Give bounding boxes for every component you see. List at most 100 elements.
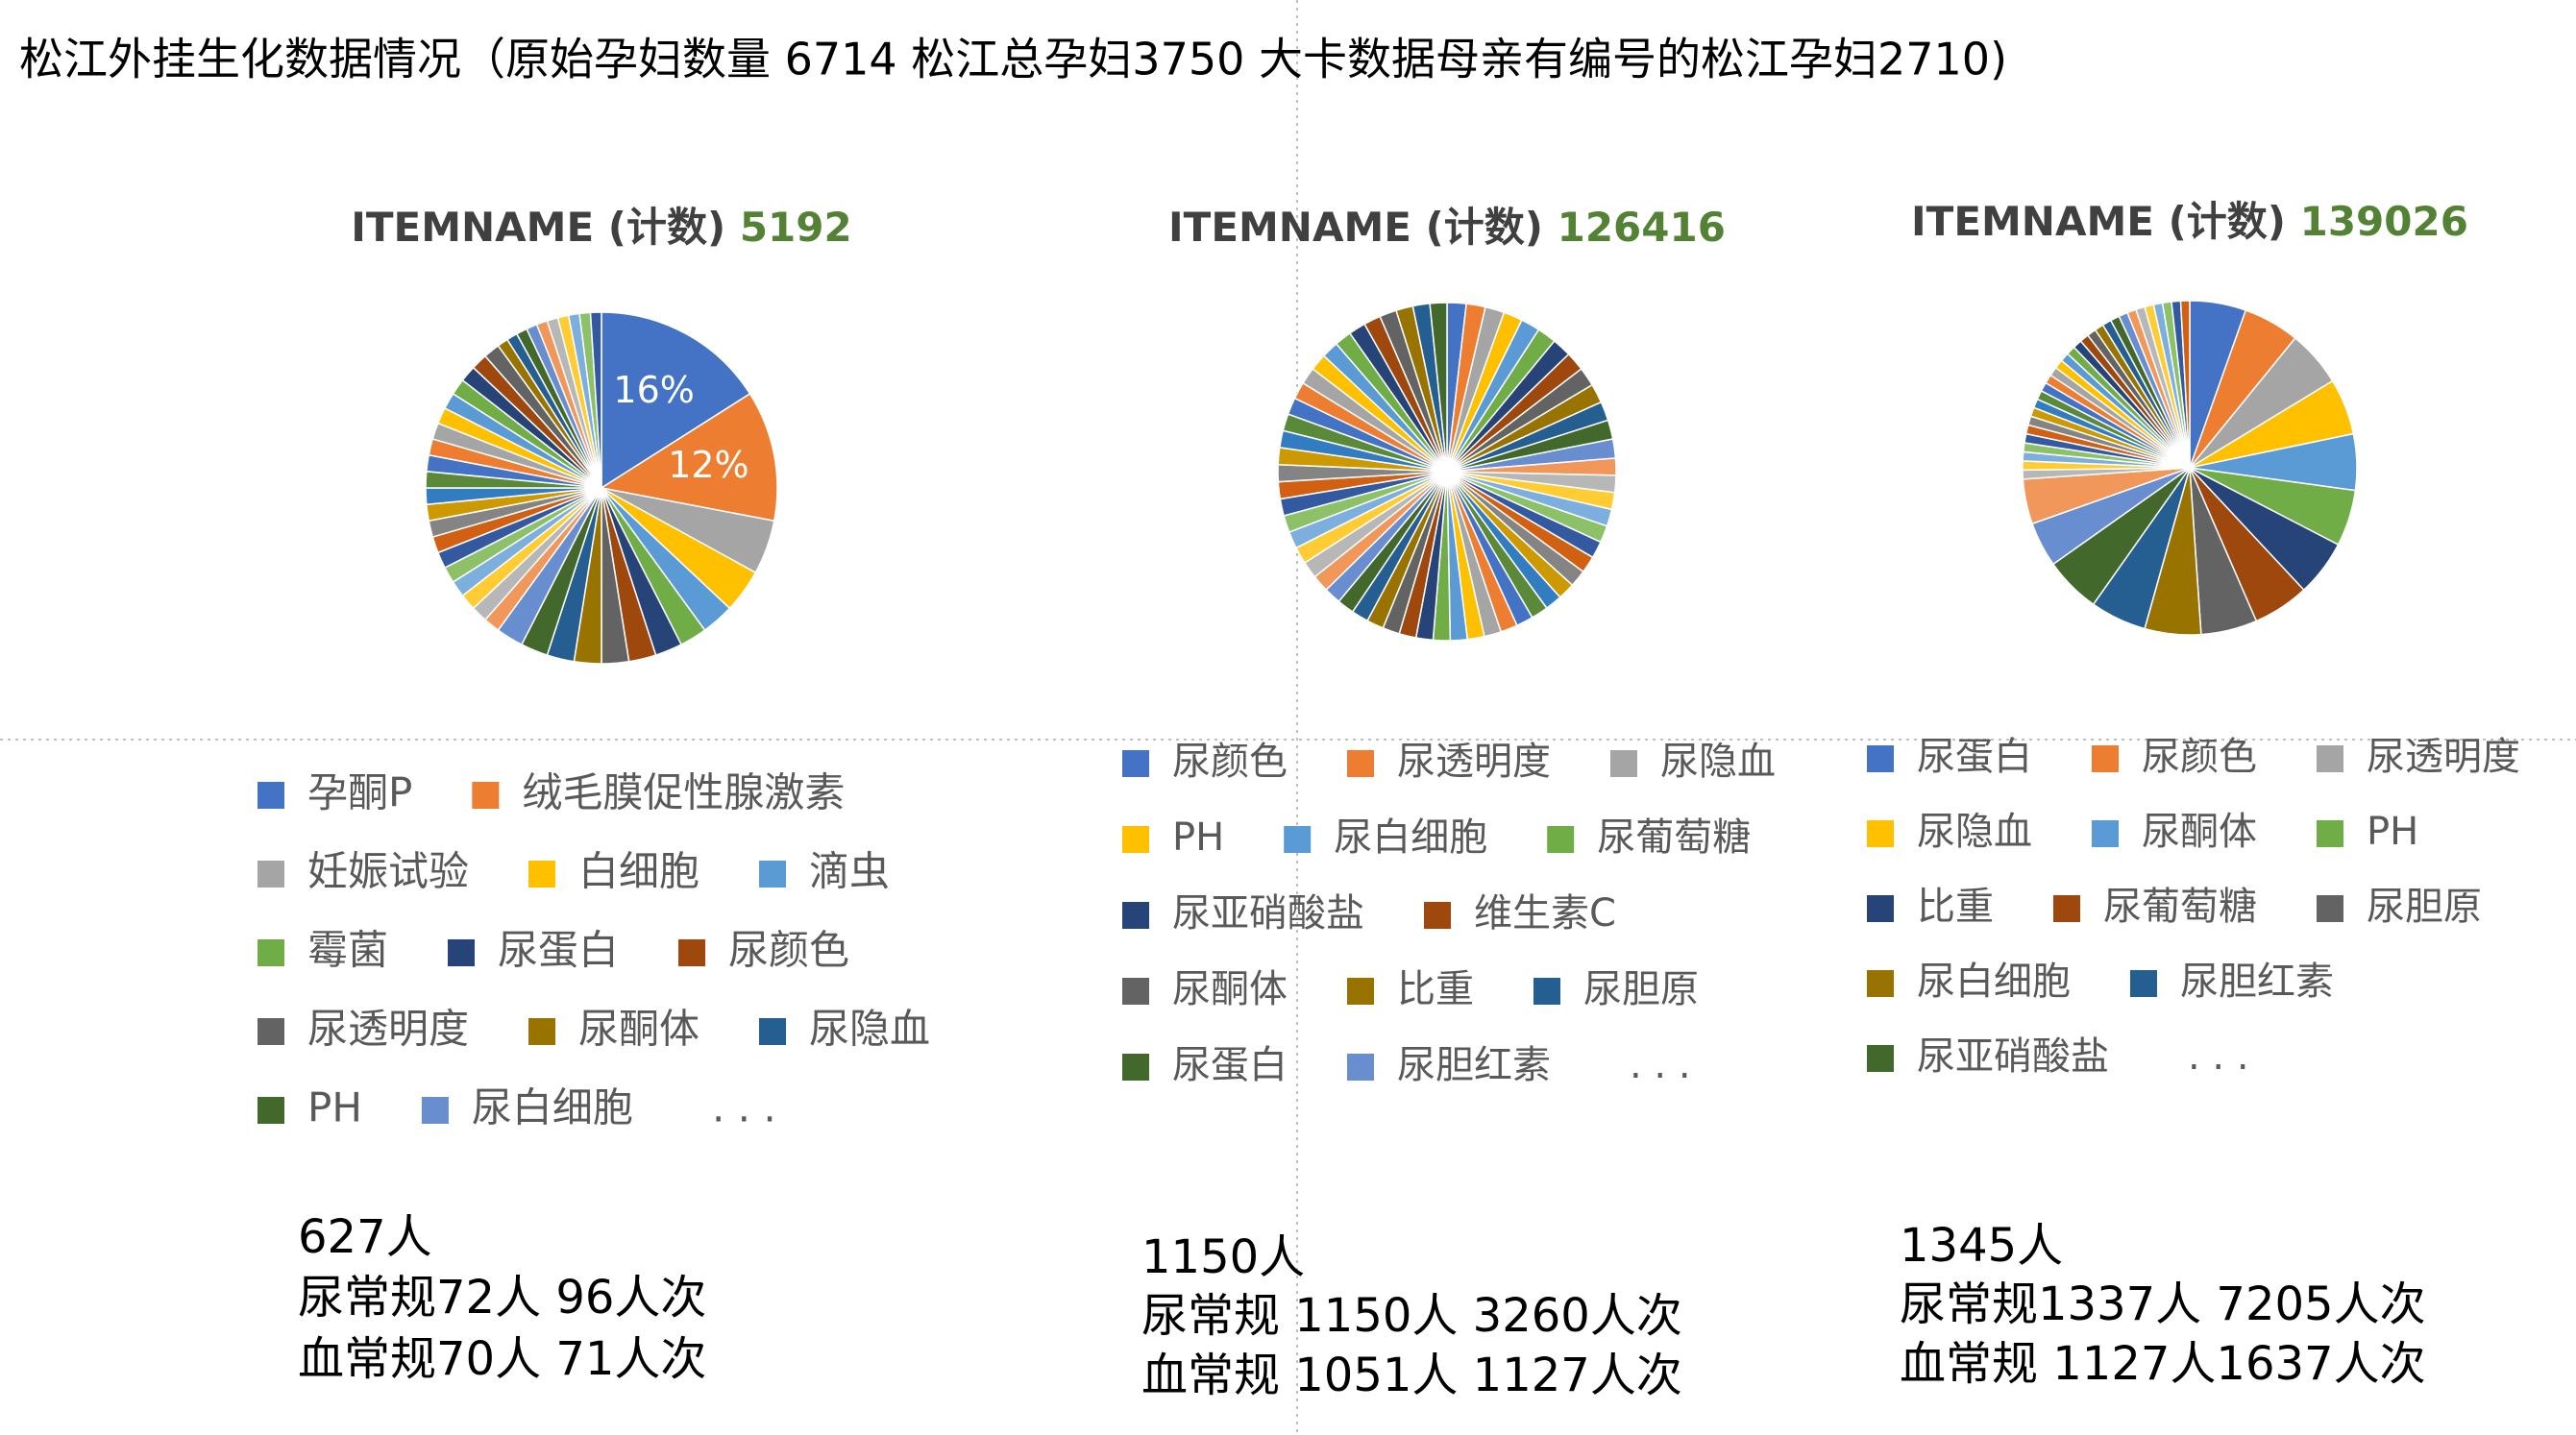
legend-label: 尿隐血 — [1917, 810, 2032, 854]
legend-marker — [472, 782, 500, 809]
legend-label: 尿隐血 — [809, 1006, 930, 1053]
legend-marker — [1122, 1054, 1149, 1081]
legend-marker — [2092, 745, 2119, 772]
legend-marker — [759, 861, 787, 888]
legend-marker — [1284, 826, 1312, 853]
legend-marker — [1867, 1045, 1894, 1072]
legend-label: 尿胆红素 — [2180, 960, 2334, 1004]
legend-marker — [258, 782, 284, 809]
legend-marker — [1122, 902, 1149, 929]
legend-label: 尿颜色 — [728, 927, 849, 974]
legend-label: 绒毛膜促性腺激素 — [522, 769, 845, 816]
legend-marker — [1347, 1054, 1374, 1081]
legend-label: 白细胞 — [578, 848, 699, 895]
chart-title: ITEMNAME (计数) 5192 — [351, 204, 851, 251]
legend-label: PH — [307, 1084, 362, 1131]
note-line: 1150人 — [1141, 1230, 1305, 1284]
legend-label: 尿透明度 — [1397, 740, 1551, 784]
legend-marker — [678, 939, 706, 966]
legend-marker — [1122, 978, 1149, 1005]
legend-marker — [258, 1097, 284, 1124]
chart-title-text: ITEMNAME (计数) — [1168, 204, 1543, 251]
legend-marker — [1867, 895, 1894, 922]
legend-label: 尿酮体 — [578, 1006, 699, 1053]
legend-label: 孕酮P — [307, 769, 412, 816]
legend-marker — [1610, 750, 1637, 777]
legend-marker — [448, 939, 476, 966]
legend-label: 尿颜色 — [2142, 735, 2257, 779]
legend-marker — [1867, 820, 1894, 847]
legend-more: . . . — [712, 1084, 776, 1131]
legend-label: 比重 — [1917, 885, 1994, 929]
legend-label: 尿亚硝酸盐 — [1172, 891, 1364, 936]
legend-marker — [2053, 895, 2080, 922]
legend-marker — [1867, 970, 1894, 997]
legend-label: 比重 — [1397, 967, 1474, 1011]
legend-label: PH — [2367, 810, 2418, 854]
legend-label: 尿胆原 — [1583, 967, 1699, 1011]
chart-title-space — [2286, 198, 2300, 245]
legend-marker — [258, 1018, 284, 1045]
legend-marker — [1424, 902, 1451, 929]
legend-marker — [2317, 745, 2343, 772]
legend-more: . . . — [2188, 1034, 2249, 1079]
legend-label: 尿白细胞 — [1334, 815, 1487, 860]
legend-label: 尿蛋白 — [1172, 1043, 1288, 1087]
note-line: 1345人 — [1900, 1219, 2063, 1273]
legend-label: 尿透明度 — [2367, 735, 2520, 779]
legend-marker — [528, 1018, 556, 1045]
chart-title-text: ITEMNAME (计数) — [1911, 198, 2286, 245]
note-line: 尿常规1337人 7205人次 — [1900, 1277, 2426, 1331]
legend-label: 霉菌 — [307, 927, 388, 974]
note-line: 血常规 1127人1637人次 — [1900, 1337, 2426, 1391]
chart-total: 126416 — [1558, 204, 1726, 251]
legend-marker — [528, 861, 556, 888]
legend-marker — [1347, 750, 1374, 777]
chart-total: 139026 — [2300, 198, 2468, 245]
note-line: 血常规70人 71人次 — [298, 1332, 706, 1386]
legend-marker — [2317, 820, 2343, 847]
legend-more: . . . — [1630, 1043, 1691, 1087]
legend-marker — [1533, 978, 1560, 1005]
legend-label: 妊娠试验 — [307, 848, 469, 895]
pie-slice — [601, 311, 751, 490]
legend-label: 维生素C — [1474, 891, 1616, 936]
legend-label: 尿酮体 — [1172, 967, 1288, 1011]
legend-label: 尿胆原 — [2367, 885, 2482, 929]
legend-marker — [1547, 826, 1575, 853]
legend-marker — [1122, 750, 1149, 777]
legend-label: 尿葡萄糖 — [1597, 815, 1751, 860]
legend-marker — [1122, 826, 1149, 853]
chart-title: ITEMNAME (计数) 139026 — [1911, 198, 2468, 245]
pie-slice — [1429, 302, 1448, 473]
note-line: 尿常规72人 96人次 — [298, 1271, 706, 1325]
legend-marker — [2130, 970, 2157, 997]
data-label: 12% — [668, 444, 748, 486]
note-line: 尿常规 1150人 3260人次 — [1141, 1289, 1682, 1343]
legend-label: 尿胆红素 — [1397, 1043, 1551, 1087]
legend-marker — [1347, 978, 1374, 1005]
legend-marker — [421, 1097, 449, 1124]
legend-label: 尿亚硝酸盐 — [1917, 1034, 2109, 1079]
chart-title-space — [1543, 204, 1558, 251]
chart-title-text: ITEMNAME (计数) — [351, 204, 725, 251]
legend-marker — [1867, 745, 1894, 772]
legend-label: 尿隐血 — [1660, 740, 1776, 784]
legend-label: 尿透明度 — [307, 1006, 469, 1053]
legend-label: 尿葡萄糖 — [2103, 885, 2257, 929]
legend-marker — [258, 939, 284, 966]
legend-label: 尿颜色 — [1172, 740, 1288, 784]
legend-label: 尿白细胞 — [1917, 960, 2071, 1004]
legend-marker — [258, 861, 284, 888]
legend-label: 尿蛋白 — [498, 927, 619, 974]
legend-label: 滴虫 — [809, 848, 890, 895]
legend-marker — [2092, 820, 2119, 847]
note-line: 血常规 1051人 1127人次 — [1141, 1349, 1682, 1402]
legend-label: PH — [1172, 815, 1224, 860]
legend-marker — [759, 1018, 787, 1045]
chart-title: ITEMNAME (计数) 126416 — [1168, 204, 1726, 251]
pie-slice — [599, 392, 778, 523]
note-line: 627人 — [298, 1210, 432, 1264]
legend-label: 尿酮体 — [2142, 810, 2257, 854]
